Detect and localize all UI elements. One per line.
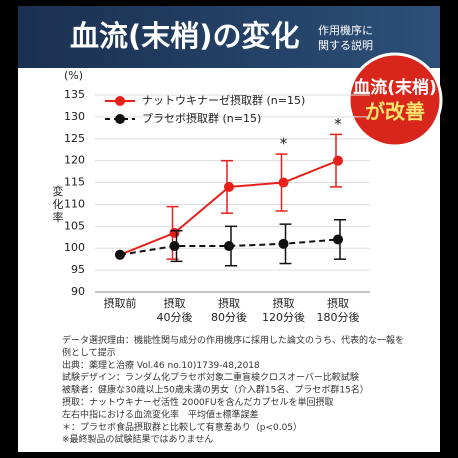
note: 被験者：健康な30歳以上50歳未満の男女（介入群15名、プラセボ群15名）: [62, 384, 369, 396]
y-tick-label: 135: [64, 88, 85, 101]
point: [278, 177, 289, 188]
point: [278, 238, 289, 249]
note: データ選択理由：機能性関与成分の作用機序に採用した論文のうち、代表的な一報を: [62, 334, 404, 346]
badge-text: が改善: [365, 100, 425, 124]
y-tick-label: 110: [64, 197, 85, 210]
note: 例として提示: [62, 346, 116, 358]
y-tick-label: 90: [71, 285, 85, 298]
banner-subtitle: 関する説明: [318, 38, 373, 52]
y-tick-label: 125: [64, 132, 85, 145]
annotation: *: [334, 115, 342, 133]
note: ＊：プラセボ食品摂取群と比較して有意差あり（p<0.05）: [62, 421, 302, 433]
banner-title: 血流(末梢)の変化: [70, 19, 300, 53]
x-tick-label: 摂取 80分後: [211, 296, 247, 324]
y-tick-label: 120: [64, 154, 85, 167]
y-tick-label: 115: [64, 176, 85, 189]
point: [333, 155, 343, 166]
badge: [347, 52, 443, 148]
legend-marker: [115, 96, 125, 106]
y-axis-label: 変化率: [53, 184, 64, 224]
x-tick-label: 摂取 120分後: [262, 296, 305, 324]
legend-label: プラセボ摂取群 (n=15): [142, 111, 261, 125]
note: ※最終製品の試験結果ではありません: [62, 433, 213, 445]
legend-marker: [115, 114, 125, 124]
note: 摂取：ナットウキナーゼ活性 2000FUを含んだカプセルを単回摂取: [62, 396, 334, 408]
x-tick-label: 摂取 40分後: [157, 296, 193, 324]
point: [169, 227, 180, 238]
x-tick-label: 摂取前: [104, 296, 137, 310]
y-tick-label: 105: [64, 219, 85, 232]
point: [333, 234, 343, 245]
banner-subtitle: 作用機序に: [318, 23, 373, 37]
x-tick-label: 摂取 180分後: [317, 296, 360, 324]
point: [224, 181, 234, 192]
note: 出典：薬理と治療 Vol.46 no.10)1739-48,2018: [62, 359, 260, 371]
point: [169, 241, 180, 252]
y-tick-label: 100: [64, 241, 85, 254]
y-unit: (%): [64, 69, 83, 82]
point: [224, 241, 234, 252]
note: 試験デザイン：ランダム化プラセボ対象二重盲検クロスオーバー比較試験: [62, 371, 359, 383]
badge-text: 血流(末梢): [353, 77, 437, 98]
legend-label: ナットウキナーゼ摂取群 (n=15): [142, 93, 305, 107]
note: 左右中指における血流変化率 平均値±標準誤差: [62, 408, 259, 420]
annotation: *: [280, 135, 288, 153]
series-line: [119, 238, 339, 256]
banner: [18, 6, 440, 68]
point: [115, 249, 125, 260]
y-tick-label: 95: [71, 263, 85, 276]
y-tick-label: 130: [64, 110, 85, 123]
